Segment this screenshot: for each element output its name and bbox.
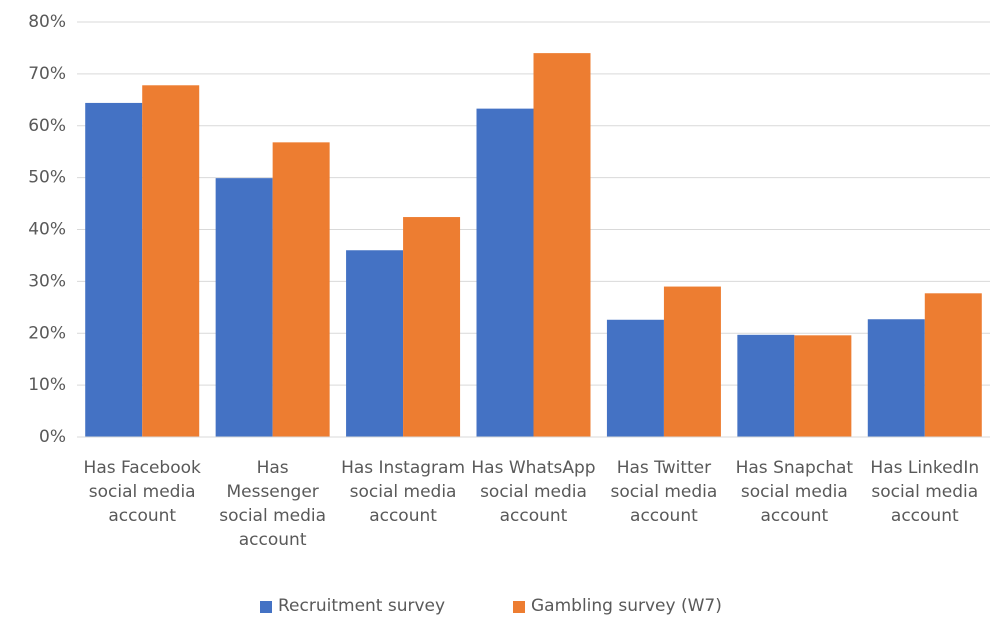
bar [924, 293, 982, 437]
y-tick-label: 0% [39, 427, 66, 447]
x-tick-label: Has LinkedIn social media account [870, 458, 980, 526]
y-tick-label: 80% [28, 12, 66, 32]
bar [346, 250, 404, 437]
y-tick-label: 60% [28, 116, 66, 136]
y-tick-label: 70% [28, 64, 66, 84]
x-tick-label: Has Instagram social media account [341, 458, 466, 526]
bar [737, 334, 795, 437]
bar [794, 335, 852, 437]
y-tick-label: 10% [28, 375, 66, 395]
bar [533, 53, 591, 437]
bar [867, 319, 925, 437]
x-tick-label: Has WhatsApp social media account [471, 458, 596, 526]
bar [272, 142, 330, 437]
bar [476, 108, 534, 437]
bar [403, 217, 461, 437]
y-tick-label: 50% [28, 168, 66, 188]
bar [663, 286, 721, 437]
legend-label: Gambling survey (W7) [531, 596, 722, 616]
legend-key [513, 601, 525, 613]
y-tick-label: 20% [28, 323, 66, 343]
x-tick-label: Has Snapchat social media account [735, 458, 854, 526]
bar [606, 319, 664, 437]
x-tick-label: Has Facebook social media account [83, 458, 201, 526]
y-tick-label: 30% [28, 271, 66, 291]
bar [85, 102, 143, 438]
legend-label: Recruitment survey [278, 596, 446, 616]
x-tick-label: Has Twitter social media account [610, 458, 718, 526]
bar [142, 85, 200, 437]
x-tick-label: Has Messenger social media account [219, 458, 327, 550]
bar [215, 178, 273, 438]
legend-key [260, 601, 272, 613]
y-tick-label: 40% [28, 220, 66, 240]
